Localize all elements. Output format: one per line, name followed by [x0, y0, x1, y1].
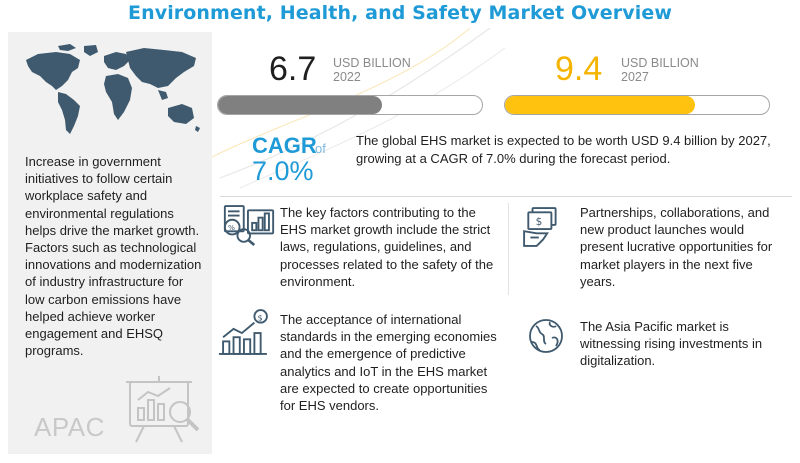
svg-text:$: $: [536, 216, 543, 228]
divider: [220, 196, 792, 197]
unit-2022: USD BILLION: [333, 56, 411, 70]
year-2027: 2027: [621, 70, 649, 84]
left-panel-description: Increase in government initiatives to fo…: [25, 154, 202, 359]
market-summary: The global EHS market is expected to be …: [356, 133, 771, 166]
svg-text:%: %: [228, 223, 235, 232]
factor-text: The acceptance of international standard…: [280, 312, 497, 414]
factor-text: The Asia Pacific market is witnessing ri…: [580, 319, 763, 369]
unit-2027: USD BILLION: [621, 56, 699, 70]
bar-2027-fill: [505, 96, 696, 114]
report-analysis-icon: %: [223, 205, 275, 246]
world-map-icon: [26, 44, 200, 134]
year-2022: 2022: [333, 70, 361, 84]
page-title: Environment, Health, and Safety Market O…: [128, 2, 672, 24]
factor-text: The key factors contributing to the EHS …: [280, 205, 494, 289]
growth-chart-icon: $: [218, 309, 268, 355]
svg-text:$: $: [258, 313, 263, 323]
cagr-value: 7.0%: [252, 156, 314, 186]
cagr-of-label: of: [315, 141, 326, 156]
globe-icon: [529, 319, 563, 353]
value-2022: 6.7: [269, 50, 317, 88]
bar-2027: [504, 95, 770, 115]
left-panel: Increase in government initiatives to fo…: [8, 32, 212, 454]
region-label: APAC: [34, 412, 105, 442]
presentation-analysis-icon: [126, 376, 200, 443]
cagr-label: CAGR: [252, 133, 317, 158]
factor-text: Partnerships, collaborations, and new pr…: [580, 205, 773, 289]
bar-2022-fill: [218, 96, 382, 114]
divider-vertical: [508, 203, 509, 295]
value-2027: 9.4: [555, 50, 603, 88]
money-contract-icon: $: [523, 207, 557, 247]
bar-2022: [217, 95, 483, 115]
